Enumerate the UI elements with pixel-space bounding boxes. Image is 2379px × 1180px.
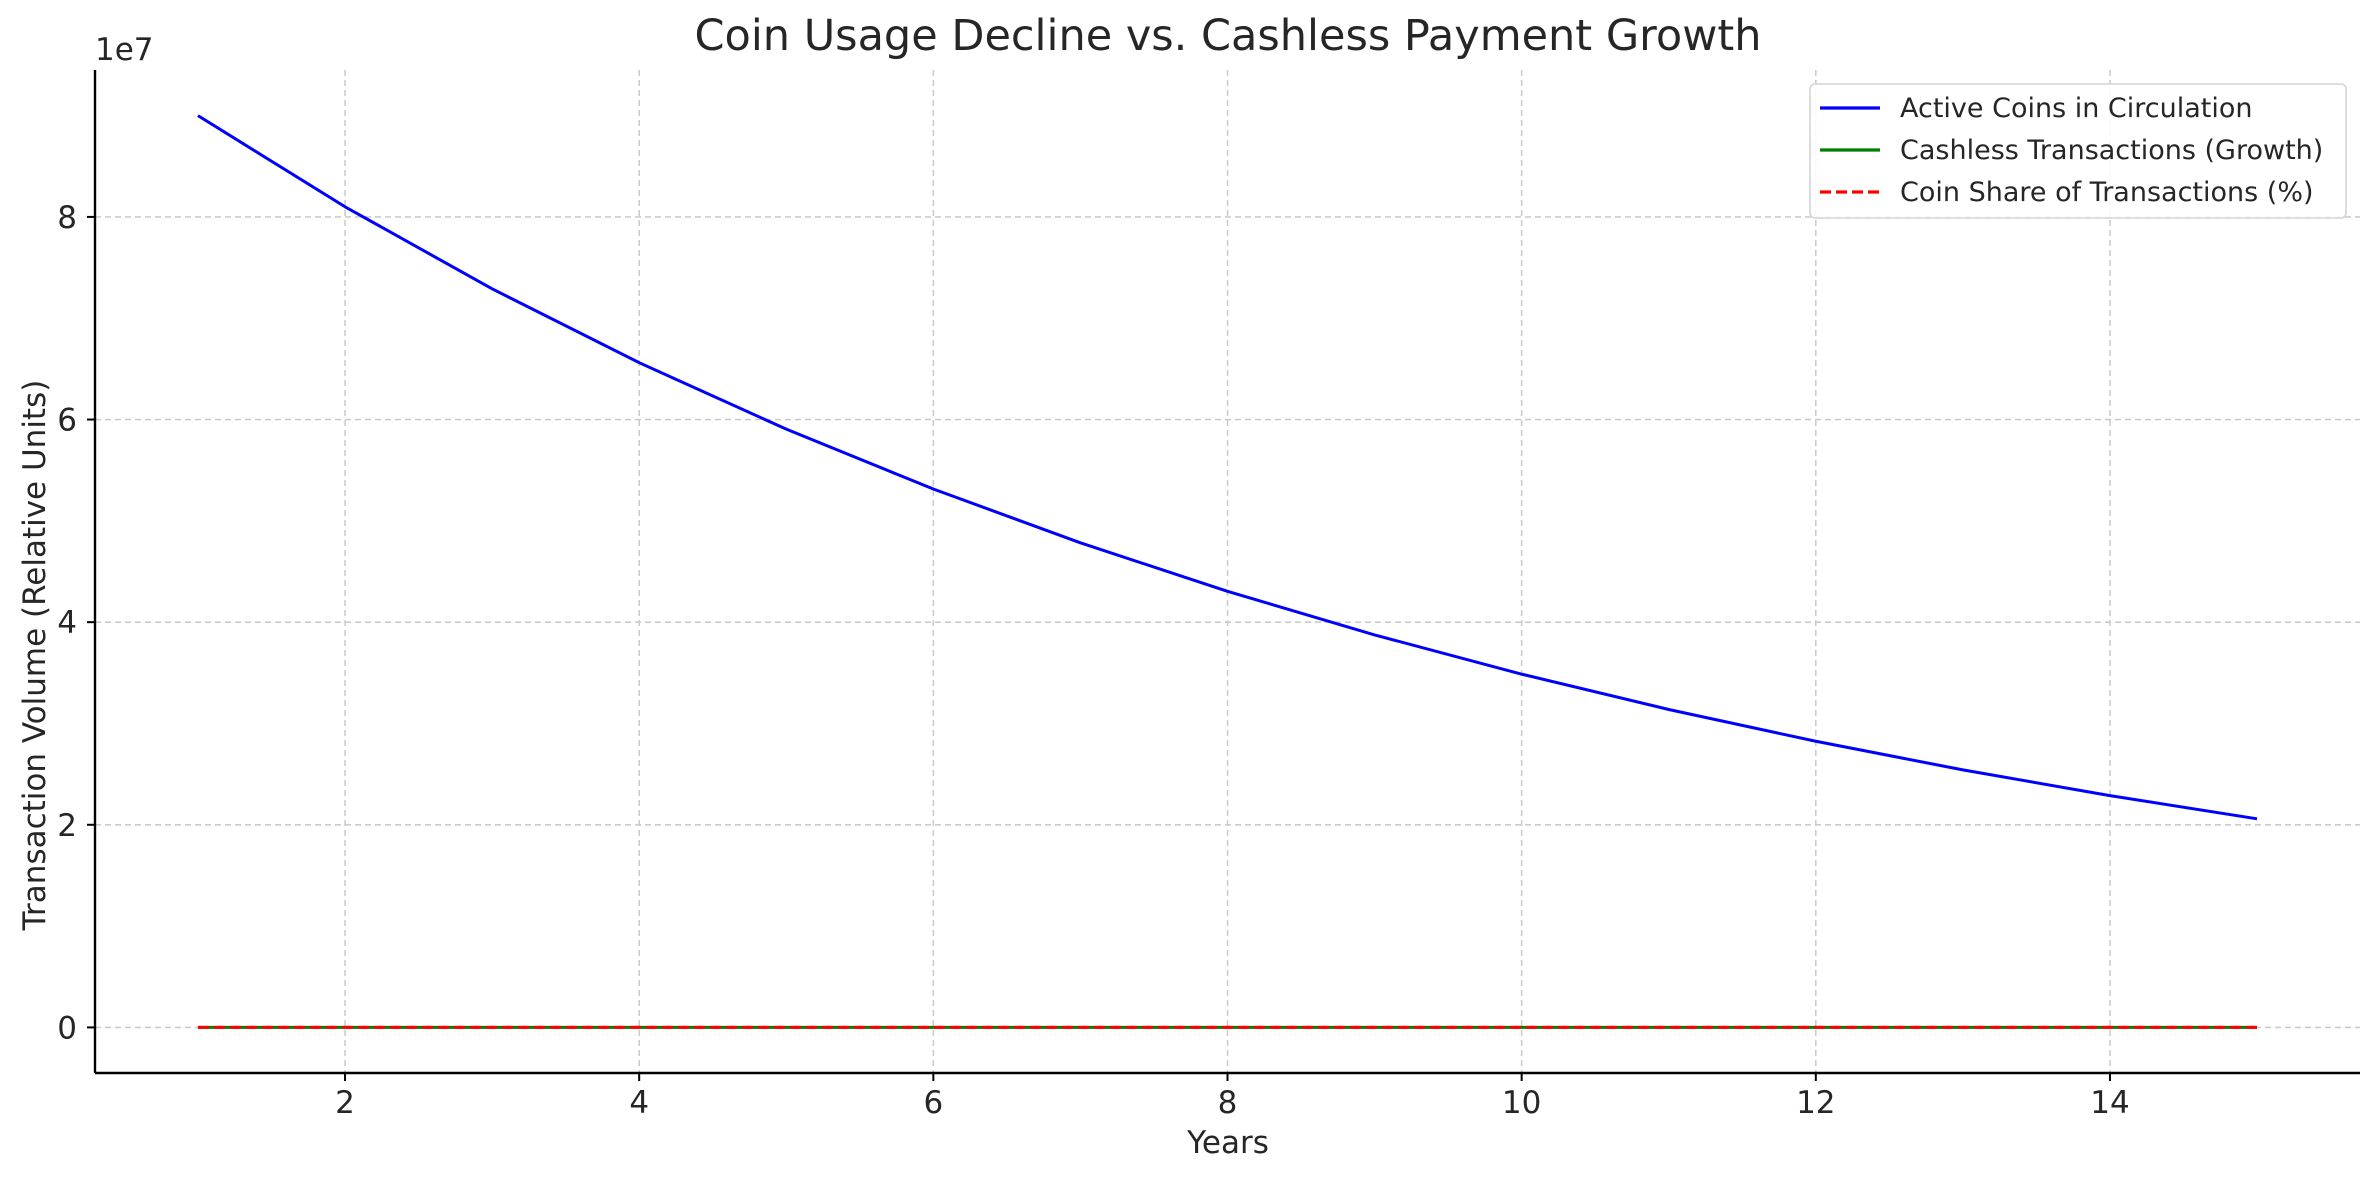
series-line-1 <box>197 114 2258 821</box>
x-tick-label: 2 <box>335 1085 355 1121</box>
y-tick-label: 6 <box>57 403 77 439</box>
legend-label-2: Cashless Transactions (Growth) <box>1900 135 2323 166</box>
chart-title: Coin Usage Decline vs. Cashless Payment … <box>695 11 1762 61</box>
y-tick-label: 2 <box>57 808 77 844</box>
x-axis-label: Years <box>1186 1125 1269 1161</box>
legend-box <box>1809 83 2347 219</box>
y-axis-label: Transaction Volume (Relative Units) <box>17 380 53 932</box>
x-tick-label: 4 <box>629 1085 649 1121</box>
x-tick-label: 14 <box>2090 1085 2129 1121</box>
x-tick-label: 10 <box>1502 1085 1541 1121</box>
y-tick-label: 8 <box>57 200 77 236</box>
x-axis-ticks: 2 4 6 8 10 12 14 <box>335 1073 2130 1121</box>
x-tick-label: 8 <box>1218 1085 1238 1121</box>
legend-label-3: Coin Share of Transactions (%) <box>1900 177 2314 208</box>
y-tick-label: 4 <box>57 605 77 641</box>
y-tick-label: 0 <box>57 1010 77 1046</box>
x-tick-label: 12 <box>1796 1085 1835 1121</box>
legend: Active Coins in Circulation Cashless Tran… <box>1809 83 2347 219</box>
y-axis-offset-label: 1e7 <box>95 32 154 68</box>
series-lines <box>197 114 2258 1029</box>
x-tick-label: 6 <box>923 1085 943 1121</box>
y-axis-ticks: 0 2 4 6 8 <box>57 200 95 1046</box>
legend-label-1: Active Coins in Circulation <box>1900 93 2253 124</box>
